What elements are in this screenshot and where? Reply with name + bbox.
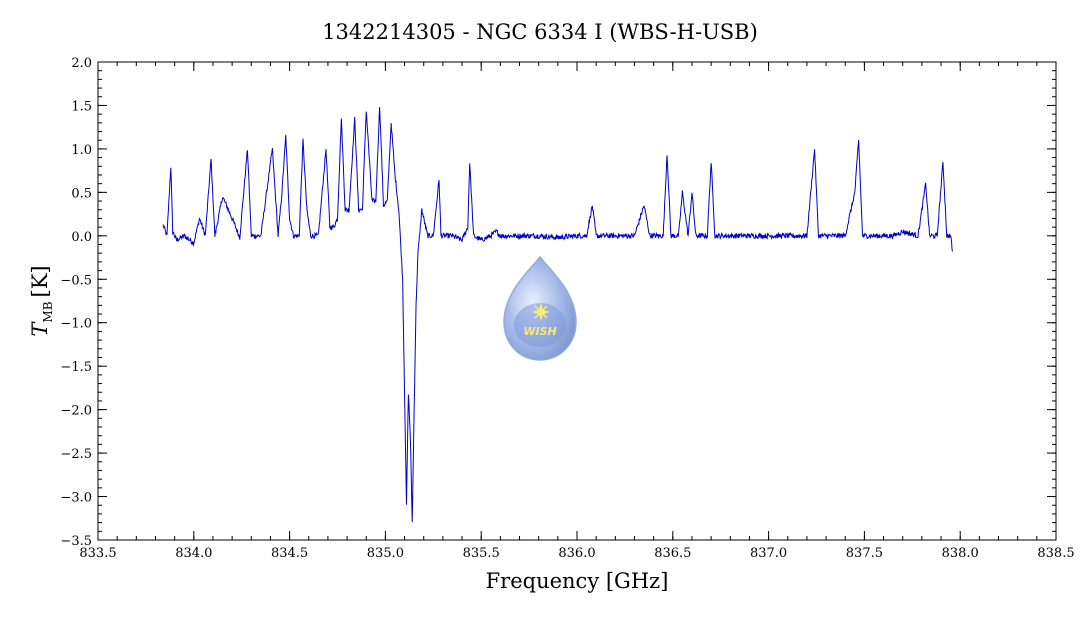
y-tick-label: −3.5 bbox=[60, 534, 92, 549]
y-tick-label: 0.0 bbox=[71, 230, 92, 245]
star-icon bbox=[532, 303, 550, 321]
x-tick-label: 835.5 bbox=[463, 546, 500, 561]
spectrum-line bbox=[162, 107, 954, 523]
wish-logo: WISH bbox=[503, 255, 577, 361]
plot-frame bbox=[97, 61, 1057, 541]
chart-title: 1342214305 - NGC 6334 I (WBS-H-USB) bbox=[322, 20, 758, 44]
y-tick-label: −1.5 bbox=[60, 360, 92, 375]
x-tick-label: 836.0 bbox=[558, 546, 595, 561]
x-tick-label: 834.0 bbox=[175, 546, 212, 561]
x-axis-label: Frequency [GHz] bbox=[486, 569, 669, 593]
y-axis-label: TMB[K] bbox=[28, 265, 55, 336]
x-tick-label: 835.0 bbox=[367, 546, 404, 561]
logo-text: WISH bbox=[523, 325, 556, 338]
x-tick-label: 837.5 bbox=[846, 546, 883, 561]
x-tick-label: 836.5 bbox=[654, 546, 691, 561]
axis-ticks bbox=[97, 61, 1057, 541]
y-tick-label: 1.5 bbox=[71, 99, 92, 114]
y-tick-label: −0.5 bbox=[60, 273, 92, 288]
x-tick-label: 837.0 bbox=[750, 546, 787, 561]
x-tick-label: 838.5 bbox=[1037, 546, 1074, 561]
y-tick-label: 0.5 bbox=[71, 186, 92, 201]
y-tick-label: −2.5 bbox=[60, 447, 92, 462]
x-tick-label: 834.5 bbox=[271, 546, 308, 561]
y-tick-label: 1.0 bbox=[71, 143, 92, 158]
y-tick-label: −2.0 bbox=[60, 404, 92, 419]
y-tick-label: 2.0 bbox=[71, 56, 92, 71]
x-tick-label: 833.5 bbox=[79, 546, 116, 561]
y-tick-label: −1.0 bbox=[60, 317, 92, 332]
y-tick-label: −3.0 bbox=[60, 491, 92, 506]
x-tick-label: 838.0 bbox=[942, 546, 979, 561]
